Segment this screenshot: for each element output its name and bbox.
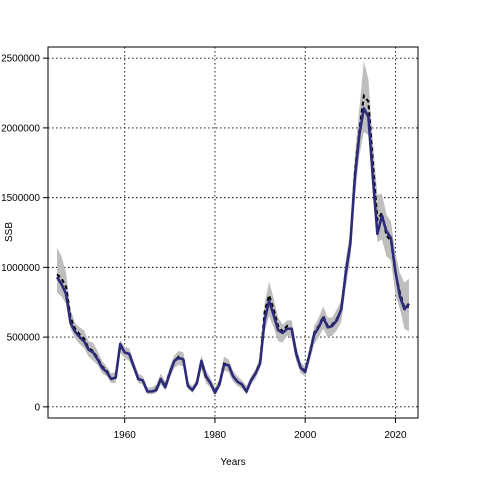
x-tick-label: 1980 [204,430,227,441]
main-series-line [55,107,410,395]
y-tick-label: 500000 [7,333,41,344]
y-tick-label: 0 [34,402,40,413]
grid-lines [48,47,418,418]
y-tick-label: 2000000 [1,123,40,134]
series-lines [55,93,410,395]
y-tick-label: 2500000 [1,54,40,65]
y-axis-title: SSB [4,222,15,242]
x-tick-label: 2000 [294,430,317,441]
x-tick-label: 1960 [114,430,137,441]
x-tick-label: 2020 [384,430,407,441]
plot-frame [47,46,419,419]
y-axis: 0 500000 1000000 1500000 2000000 2500000 [1,54,48,413]
x-axis-title: Years [220,457,245,468]
x-axis: 1960 1980 2000 2020 [114,418,407,441]
y-tick-label: 1000000 [1,263,40,274]
y-tick-label: 1500000 [1,193,40,204]
